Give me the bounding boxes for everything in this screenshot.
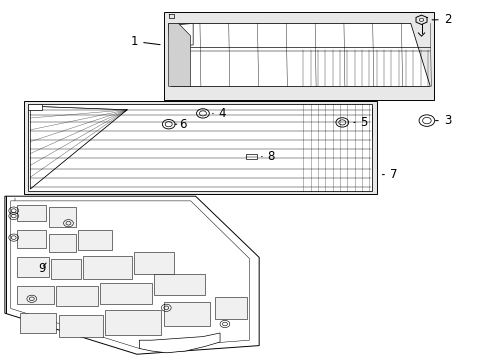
Bar: [17, 230, 46, 248]
Bar: [20, 313, 56, 333]
Polygon shape: [11, 201, 249, 348]
Polygon shape: [168, 23, 190, 86]
Polygon shape: [28, 104, 371, 191]
Bar: [134, 252, 173, 274]
Text: 8: 8: [261, 150, 275, 163]
Text: 6: 6: [175, 118, 187, 131]
Text: 9: 9: [38, 262, 46, 275]
Bar: [105, 310, 161, 335]
Bar: [49, 234, 76, 252]
Bar: [56, 286, 98, 306]
Polygon shape: [24, 101, 376, 194]
Polygon shape: [28, 104, 41, 110]
Bar: [17, 205, 46, 221]
Polygon shape: [5, 196, 259, 354]
Bar: [100, 283, 151, 304]
Text: 2: 2: [431, 13, 450, 26]
Bar: [59, 315, 102, 337]
Polygon shape: [163, 12, 433, 100]
Text: 1: 1: [130, 35, 160, 48]
Text: 5: 5: [353, 116, 367, 129]
Bar: [154, 274, 205, 295]
Bar: [246, 154, 257, 159]
Text: 7: 7: [382, 168, 397, 181]
Text: 3: 3: [435, 114, 450, 127]
Bar: [83, 256, 132, 279]
Bar: [163, 302, 210, 326]
Bar: [51, 259, 81, 279]
Polygon shape: [168, 23, 429, 86]
Bar: [17, 257, 49, 277]
Polygon shape: [30, 106, 127, 189]
Bar: [17, 286, 54, 304]
Text: 4: 4: [212, 107, 226, 120]
Bar: [215, 297, 246, 319]
Polygon shape: [172, 23, 193, 45]
Polygon shape: [139, 333, 220, 353]
Bar: [78, 230, 112, 250]
Bar: [49, 207, 76, 227]
